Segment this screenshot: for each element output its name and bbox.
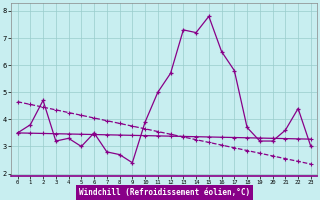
X-axis label: Windchill (Refroidissement éolien,°C): Windchill (Refroidissement éolien,°C) (79, 188, 250, 197)
